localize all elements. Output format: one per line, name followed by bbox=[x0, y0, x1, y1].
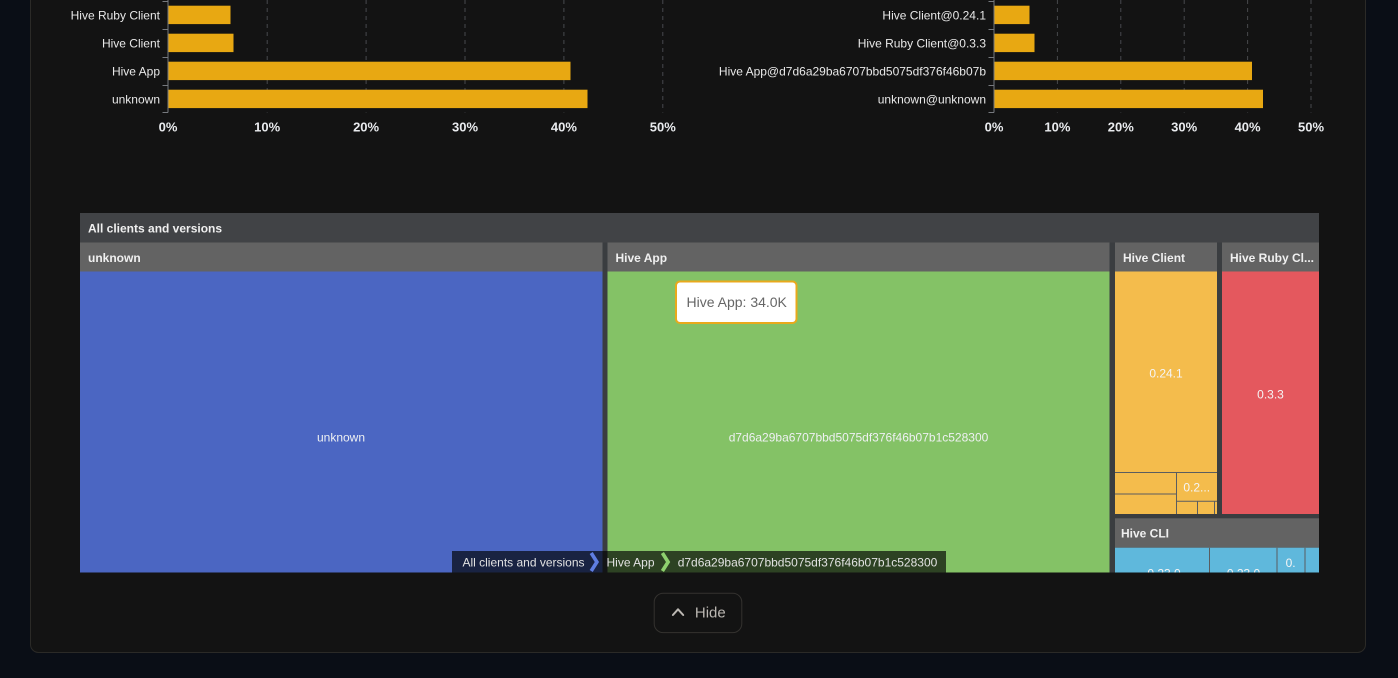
svg-text:30%: 30% bbox=[452, 120, 478, 135]
svg-text:d7d6a29ba6707bbd5075df376f46b0: d7d6a29ba6707bbd5075df376f46b07b1c528300 bbox=[729, 430, 989, 444]
svg-text:0.2...: 0.2... bbox=[1183, 480, 1210, 494]
svg-text:0.23.0: 0.23.0 bbox=[1227, 567, 1261, 581]
svg-text:20%: 20% bbox=[1108, 120, 1134, 135]
svg-text:unknown: unknown bbox=[317, 430, 365, 444]
svg-text:Hive CLI: Hive CLI bbox=[1121, 526, 1169, 540]
svg-text:All clients and versions: All clients and versions bbox=[88, 222, 222, 236]
svg-text:Hive Ruby Client: Hive Ruby Client bbox=[71, 9, 161, 23]
svg-text:unknown: unknown bbox=[112, 93, 160, 107]
svg-text:0.3.3: 0.3.3 bbox=[1257, 387, 1284, 401]
svg-text:Hive Client: Hive Client bbox=[102, 37, 161, 51]
svg-text:Hide: Hide bbox=[695, 605, 726, 622]
svg-text:Hive Ruby Cl...: Hive Ruby Cl... bbox=[1230, 251, 1314, 265]
svg-text:0%: 0% bbox=[985, 120, 1004, 135]
svg-text:10%: 10% bbox=[254, 120, 280, 135]
svg-text:0.24.1: 0.24.1 bbox=[1149, 366, 1183, 380]
svg-text:unknown@unknown: unknown@unknown bbox=[878, 93, 986, 107]
svg-text:All clients and versions: All clients and versions bbox=[462, 556, 584, 570]
svg-text:50%: 50% bbox=[650, 120, 676, 135]
svg-text:0%: 0% bbox=[159, 120, 178, 135]
svg-text:Hive Client@0.24.1: Hive Client@0.24.1 bbox=[882, 9, 986, 23]
svg-text:0.: 0. bbox=[1286, 556, 1296, 570]
svg-text:Hive Client: Hive Client bbox=[1123, 251, 1185, 265]
svg-text:Hive App: Hive App bbox=[616, 251, 668, 265]
svg-text:50%: 50% bbox=[1298, 120, 1324, 135]
svg-text:Hive App: 34.0K: Hive App: 34.0K bbox=[687, 294, 788, 310]
svg-text:40%: 40% bbox=[1235, 120, 1261, 135]
svg-text:Hive App@d7d6a29ba6707bbd5075d: Hive App@d7d6a29ba6707bbd5075df376f46b07… bbox=[719, 65, 986, 79]
svg-text:40%: 40% bbox=[551, 120, 577, 135]
svg-text:Hive Ruby Client@0.3.3: Hive Ruby Client@0.3.3 bbox=[858, 37, 987, 51]
svg-text:Hive App: Hive App bbox=[606, 556, 654, 570]
svg-text:Hive App: Hive App bbox=[112, 65, 160, 79]
svg-text:unknown: unknown bbox=[88, 251, 141, 265]
svg-text:0.23.0: 0.23.0 bbox=[1147, 567, 1181, 581]
svg-text:d7d6a29ba6707bbd5075df376f46b0: d7d6a29ba6707bbd5075df376f46b07b1c528300 bbox=[678, 556, 938, 570]
svg-text:20%: 20% bbox=[353, 120, 379, 135]
svg-text:10%: 10% bbox=[1044, 120, 1070, 135]
svg-text:30%: 30% bbox=[1171, 120, 1197, 135]
